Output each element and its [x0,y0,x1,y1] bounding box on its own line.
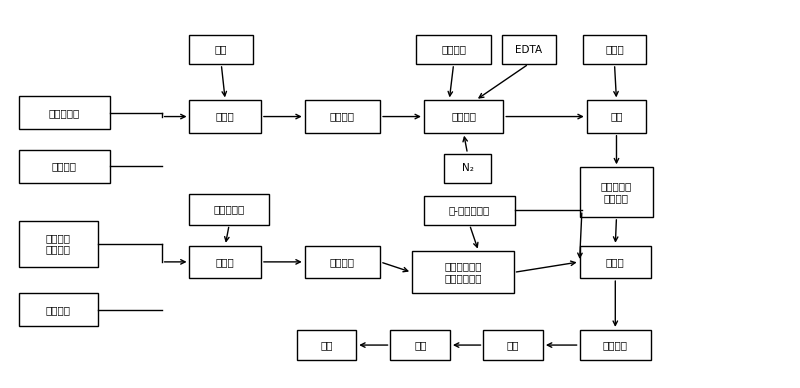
Text: 蒸除溶剂: 蒸除溶剂 [602,340,628,350]
Text: 去离子水: 去离子水 [52,161,77,171]
Text: 沉析: 沉析 [507,340,519,350]
Text: 反应器: 反应器 [216,257,234,267]
Bar [18,97,110,129]
Text: 二烯丙基胺: 二烯丙基胺 [49,108,80,118]
Bar [305,246,380,278]
Bar [190,194,269,225]
Bar [412,251,514,293]
Text: 产物: 产物 [320,340,333,350]
Text: 减压蒸馏: 减压蒸馏 [330,257,355,267]
Bar [190,35,253,64]
Bar [416,35,491,64]
Text: N₂: N₂ [462,163,474,173]
Bar [190,100,261,133]
Text: 反应器: 反应器 [606,257,625,267]
Bar [18,293,98,326]
Text: 减压蒸馏: 减压蒸馏 [330,112,355,121]
Text: 环氧卤丙烷: 环氧卤丙烷 [214,204,245,214]
Bar [424,100,503,133]
Text: 干燥: 干燥 [414,340,426,350]
Text: 长链烷基
二甲基胺: 长链烷基 二甲基胺 [46,233,71,255]
Bar [390,330,450,360]
Bar [579,330,651,360]
Text: 环氧长链烷基
二甲基卤化铵: 环氧长链烷基 二甲基卤化铵 [444,262,482,283]
Bar [502,35,556,64]
Text: 盐酸: 盐酸 [215,45,227,55]
Text: 去离子水: 去离子水 [441,45,466,55]
Text: 聚合: 聚合 [610,112,622,121]
Text: 引发剂: 引发剂 [605,45,624,55]
Text: 反应器: 反应器 [216,112,234,121]
Text: 聚二烯丙基
胺盐酸盐: 聚二烯丙基 胺盐酸盐 [601,181,632,203]
Bar [305,100,380,133]
Bar [18,150,110,182]
Bar [297,330,356,360]
Bar [18,221,98,267]
Text: 无水乙醇: 无水乙醇 [46,305,71,315]
Bar [579,167,654,217]
Text: 水-醇混合溶剂: 水-醇混合溶剂 [449,205,490,215]
Bar [586,100,646,133]
Bar [582,35,646,64]
Bar [579,246,651,278]
Bar [444,154,491,182]
Bar [483,330,543,360]
Text: 调节浓度: 调节浓度 [451,112,476,121]
Bar [190,246,261,278]
Bar [424,196,515,225]
Text: EDTA: EDTA [515,45,542,55]
